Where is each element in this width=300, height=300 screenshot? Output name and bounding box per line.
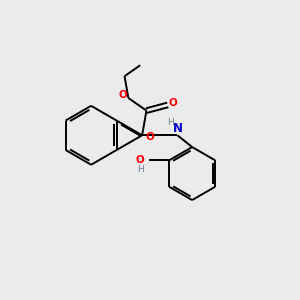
Text: H: H bbox=[137, 165, 144, 174]
Text: H: H bbox=[168, 118, 174, 127]
Text: N: N bbox=[172, 122, 182, 135]
Text: O: O bbox=[136, 155, 145, 165]
Text: O: O bbox=[118, 90, 127, 100]
Text: O: O bbox=[145, 132, 154, 142]
Text: O: O bbox=[169, 98, 178, 108]
